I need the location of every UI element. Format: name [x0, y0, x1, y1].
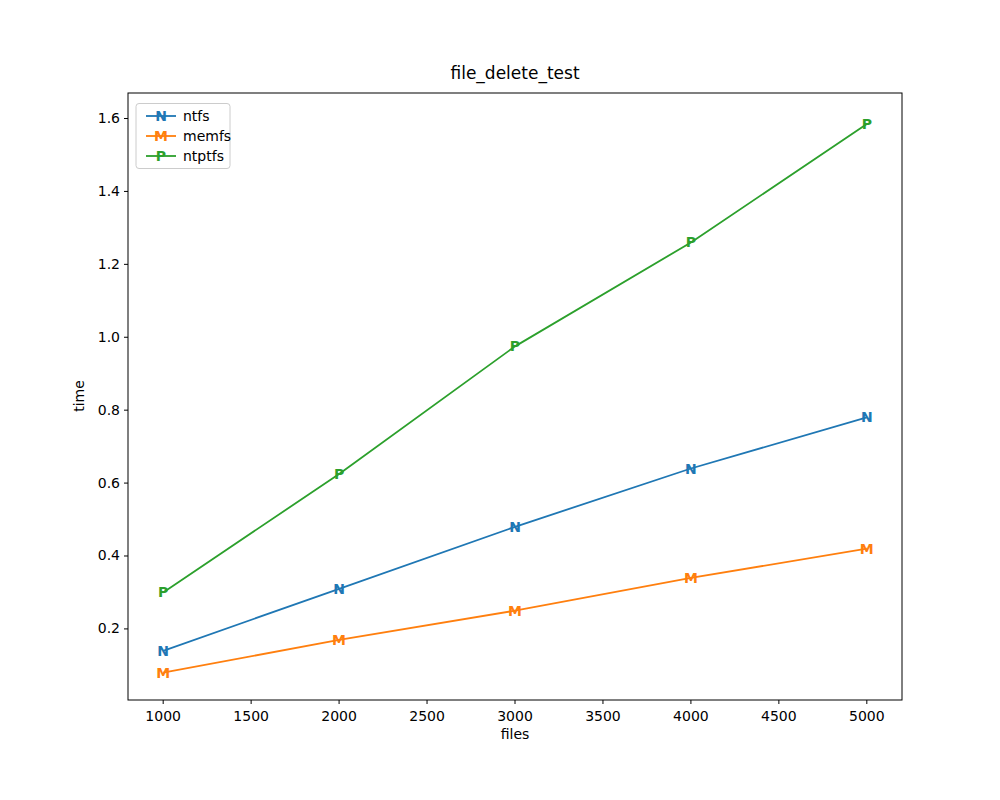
marker-N-icon: N — [685, 461, 697, 477]
legend-item-memfs: Mmemfs — [146, 128, 231, 144]
marker-M-icon: M — [156, 665, 170, 681]
x-tick-label: 3000 — [497, 708, 533, 724]
x-tick-label: 4500 — [761, 708, 797, 724]
series-memfs: M M M M M — [156, 541, 874, 681]
figure: file_delete_test time files 100015002000… — [0, 0, 1000, 800]
y-tick-label: 1.2 — [98, 256, 120, 272]
x-tick-label: 5000 — [849, 708, 885, 724]
x-tick-label: 1500 — [233, 708, 269, 724]
x-tick-label: 4000 — [673, 708, 709, 724]
line-chart: 1000150020002500300035004000450050000.20… — [0, 0, 1000, 800]
legend: Nntfs Mmemfs Pntptfs — [136, 104, 231, 169]
y-axis-ticks: 0.2 0.4 0.6 0.8 1.0 1.2 1.4 1.6 — [98, 110, 128, 636]
marker-M-icon: M — [508, 603, 522, 619]
x-tick-label: 2000 — [321, 708, 357, 724]
marker-M-icon: M — [332, 632, 346, 648]
legend-label: ntptfs — [183, 148, 224, 164]
marker-P-icon: P — [862, 116, 872, 132]
legend-marker-M-icon: M — [154, 128, 168, 144]
y-tick-label: 0.4 — [98, 547, 120, 563]
marker-P-icon: P — [334, 466, 344, 482]
y-tick-label: 0.6 — [98, 475, 120, 491]
y-tick-label: 1.6 — [98, 110, 120, 126]
legend-label: ntfs — [183, 108, 210, 124]
x-tick-label: 3500 — [585, 708, 621, 724]
legend-label: memfs — [183, 128, 231, 144]
marker-N-icon: N — [157, 643, 169, 659]
marker-M-icon: M — [860, 541, 874, 557]
marker-M-icon: M — [684, 570, 698, 586]
x-tick-label: 2500 — [409, 708, 445, 724]
legend-item-ntptfs: Pntptfs — [146, 148, 224, 164]
legend-marker-N-icon: N — [155, 108, 167, 124]
marker-N-icon: N — [509, 519, 521, 535]
x-tick-label: 1000 — [145, 708, 181, 724]
y-tick-label: 1.4 — [98, 183, 120, 199]
marker-N-icon: N — [861, 409, 873, 425]
series-ntfs: N N N N N — [157, 409, 872, 658]
legend-marker-P-icon: P — [156, 148, 166, 164]
y-tick-label: 0.8 — [98, 402, 120, 418]
y-tick-label: 0.2 — [98, 620, 120, 636]
marker-P-icon: P — [686, 234, 696, 250]
marker-P-icon: P — [510, 338, 520, 354]
y-tick-label: 1.0 — [98, 329, 120, 345]
marker-N-icon: N — [333, 581, 345, 597]
x-axis-ticks: 1000 1500 2000 2500 3000 3500 4000 4500 5000 — [145, 700, 884, 724]
marker-P-icon: P — [158, 584, 168, 600]
